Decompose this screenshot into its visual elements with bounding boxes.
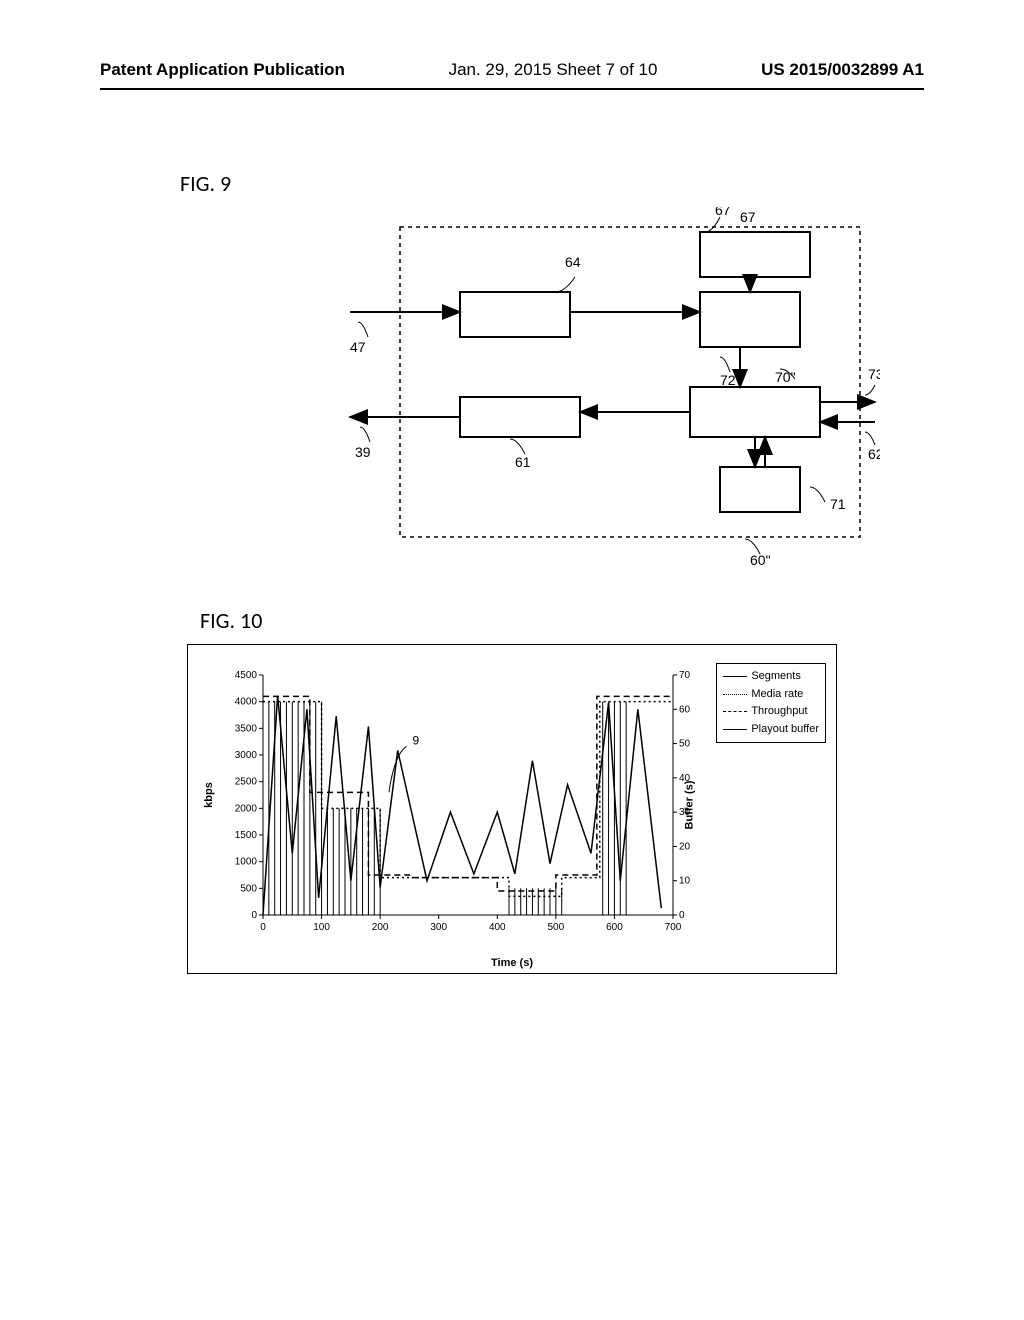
- svg-text:70: 70: [679, 670, 691, 681]
- svg-text:62: 62: [868, 446, 880, 462]
- header-right: US 2015/0032899 A1: [761, 60, 924, 80]
- fig9-diagram: 47 64 67 72 70" 71 39 61 73 62 60" 67: [320, 207, 880, 567]
- svg-text:0: 0: [260, 922, 266, 933]
- x-axis-label: Time (s): [491, 957, 533, 969]
- svg-text:72: 72: [720, 372, 736, 388]
- svg-text:1500: 1500: [235, 830, 258, 841]
- header-mid: Jan. 29, 2015 Sheet 7 of 10: [449, 60, 658, 80]
- svg-text:3000: 3000: [235, 750, 258, 761]
- svg-text:30: 30: [679, 807, 691, 818]
- svg-text:50: 50: [679, 739, 691, 750]
- svg-text:60": 60": [750, 552, 771, 567]
- svg-text:600: 600: [606, 922, 623, 933]
- svg-text:2000: 2000: [235, 803, 258, 814]
- svg-text:64: 64: [565, 254, 581, 270]
- svg-text:73: 73: [868, 366, 880, 382]
- svg-text:400: 400: [489, 922, 506, 933]
- svg-text:300: 300: [430, 922, 447, 933]
- svg-text:0: 0: [679, 910, 685, 921]
- svg-text:70": 70": [775, 369, 796, 385]
- svg-text:20: 20: [679, 841, 691, 852]
- fig9-title: FIG. 9: [180, 170, 924, 197]
- svg-text:61: 61: [515, 454, 531, 470]
- fig10-title: FIG. 10: [200, 607, 924, 634]
- svg-text:60: 60: [679, 704, 691, 715]
- svg-text:71: 71: [830, 496, 846, 512]
- svg-text:1000: 1000: [235, 857, 258, 868]
- svg-text:200: 200: [372, 922, 389, 933]
- header-rule: [100, 88, 924, 90]
- svg-text:67: 67: [740, 209, 756, 225]
- svg-text:100: 100: [313, 922, 330, 933]
- svg-text:3500: 3500: [235, 723, 258, 734]
- svg-text:4000: 4000: [235, 697, 258, 708]
- svg-text:10: 10: [679, 876, 691, 887]
- svg-text:67: 67: [715, 207, 731, 218]
- svg-text:4500: 4500: [235, 670, 258, 681]
- fig10-chart: kbps Buffer (s) Time (s) Segments Media …: [187, 644, 837, 974]
- svg-text:9: 9: [413, 733, 420, 747]
- svg-text:40: 40: [679, 773, 691, 784]
- svg-text:0: 0: [251, 910, 257, 921]
- svg-text:39: 39: [355, 444, 371, 460]
- svg-text:500: 500: [548, 922, 565, 933]
- svg-text:700: 700: [665, 922, 682, 933]
- svg-text:47: 47: [350, 339, 366, 355]
- svg-text:500: 500: [240, 883, 257, 894]
- svg-text:2500: 2500: [235, 777, 258, 788]
- header-left: Patent Application Publication: [100, 60, 345, 80]
